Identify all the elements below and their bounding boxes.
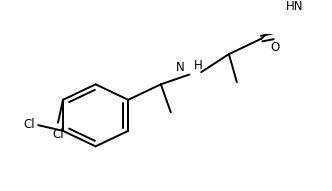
Text: H: H: [194, 59, 203, 72]
Text: N: N: [176, 61, 184, 74]
Text: Cl: Cl: [52, 128, 64, 141]
Text: HN: HN: [286, 0, 303, 13]
Text: Cl: Cl: [24, 118, 35, 131]
Text: O: O: [270, 41, 280, 54]
